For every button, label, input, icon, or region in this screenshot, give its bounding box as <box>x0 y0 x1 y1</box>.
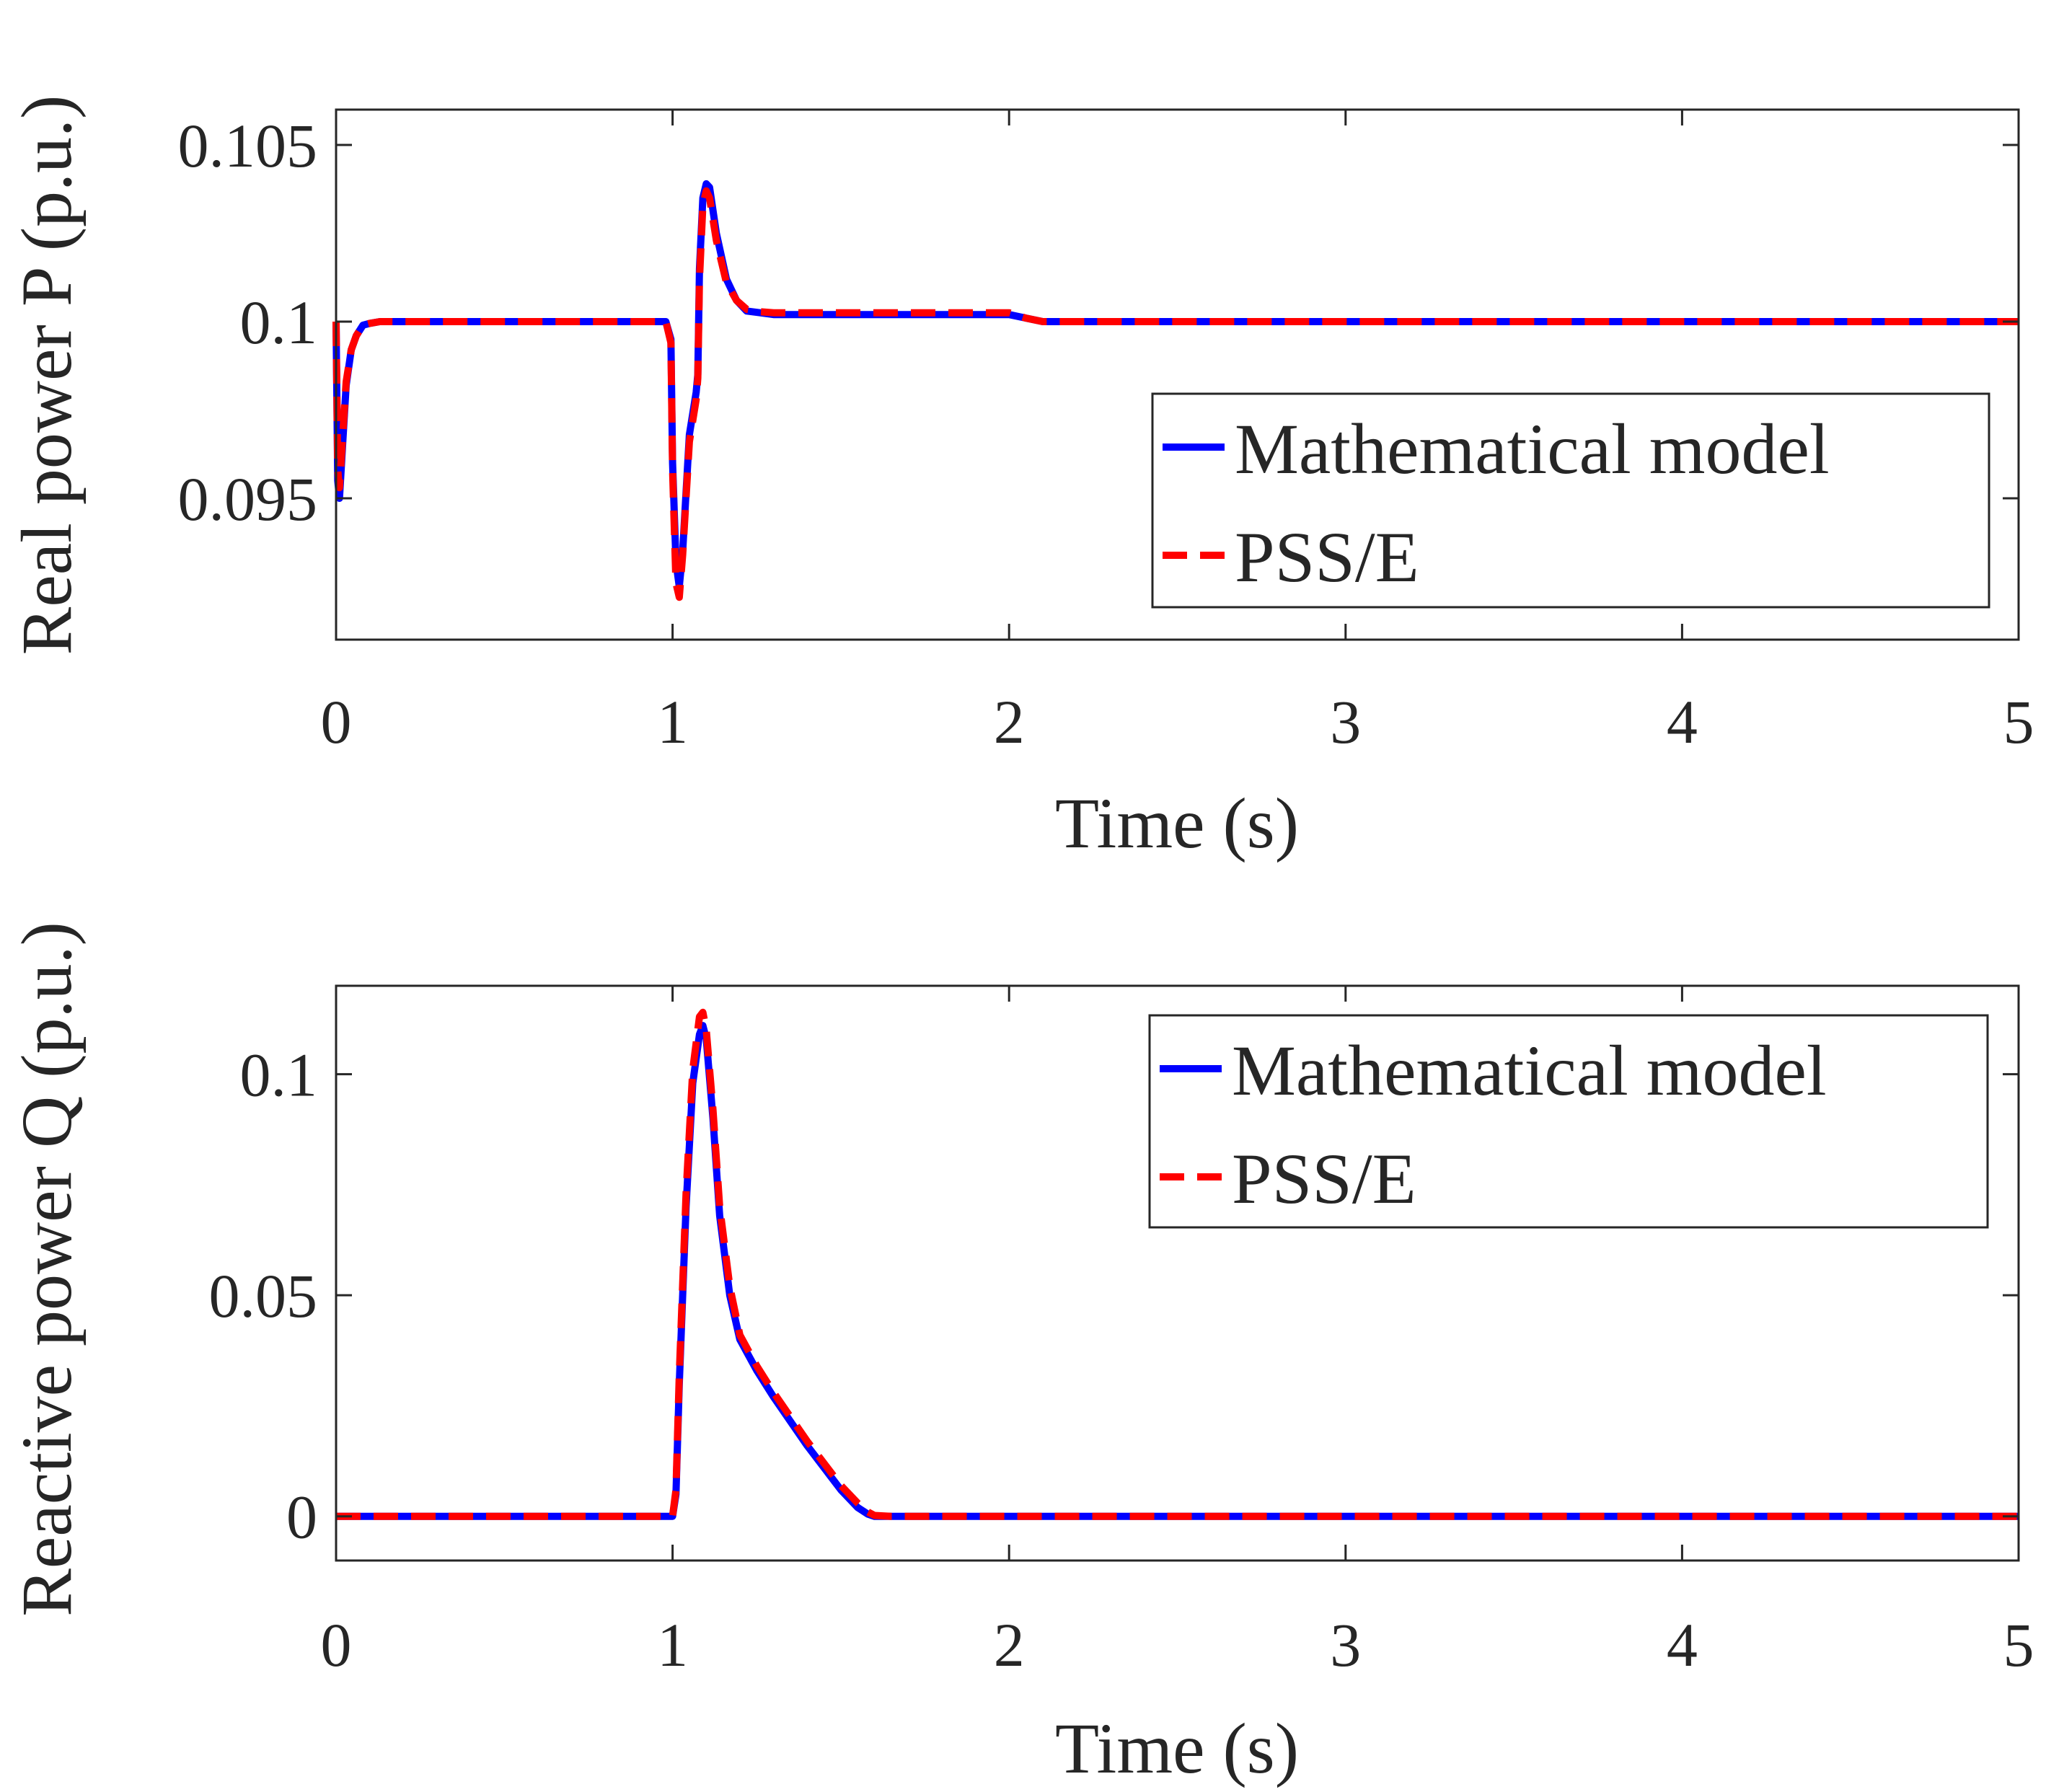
x-tick-label: 2 <box>994 687 1025 756</box>
legend-label-psse: PSS/E <box>1235 517 1419 597</box>
x-tick-label: 1 <box>657 1610 688 1680</box>
legend-label-model: Mathematical model <box>1235 409 1830 489</box>
y-tick-label: 0 <box>286 1483 317 1552</box>
y-axis-label: Real power P (p.u.) <box>6 95 87 656</box>
x-axis-label: Time (s) <box>1055 1708 1299 1788</box>
plot-area-frame <box>335 984 2020 1562</box>
x-tick-label: 4 <box>1667 1610 1698 1680</box>
x-tick-label: 5 <box>2003 687 2034 756</box>
y-tick-label: 0.05 <box>209 1261 318 1330</box>
legend: Mathematical model PSS/E <box>1151 392 1990 609</box>
x-tick-label: 3 <box>1330 687 1361 756</box>
x-tick-label: 0 <box>321 687 352 756</box>
legend-label-psse: PSS/E <box>1232 1139 1416 1219</box>
legend-box <box>1148 1014 1989 1229</box>
series-line-psse <box>336 1008 2019 1520</box>
legend-label-model: Mathematical model <box>1232 1030 1827 1111</box>
x-tick-label: 1 <box>657 687 688 756</box>
legend: Mathematical model PSS/E <box>1148 1014 1989 1229</box>
y-axis-label: Reactive power Q (p.u.) <box>6 922 87 1617</box>
x-tick-label: 2 <box>994 1610 1025 1680</box>
real-power-chart: 0.095 0.1 0.105 0 1 2 3 4 5 Time (s) Real power… <box>6 95 2034 863</box>
y-tick-label: 0.105 <box>178 111 318 180</box>
x-tick-label: 4 <box>1667 687 1698 756</box>
x-tick-label: 0 <box>321 1610 352 1680</box>
y-tick-label: 0.1 <box>240 1041 318 1110</box>
plot-area-frame <box>335 108 2020 641</box>
legend-box <box>1151 392 1990 609</box>
x-axis-label: Time (s) <box>1055 783 1299 863</box>
y-tick-label: 0.095 <box>178 464 318 534</box>
reactive-power-chart: 0 0.05 0.1 0 1 2 3 4 5 Time (s) Reactive power … <box>6 922 2034 1788</box>
x-tick-label: 5 <box>2003 1610 2034 1680</box>
y-tick-label: 0.1 <box>240 288 318 357</box>
x-tick-label: 3 <box>1330 1610 1361 1680</box>
